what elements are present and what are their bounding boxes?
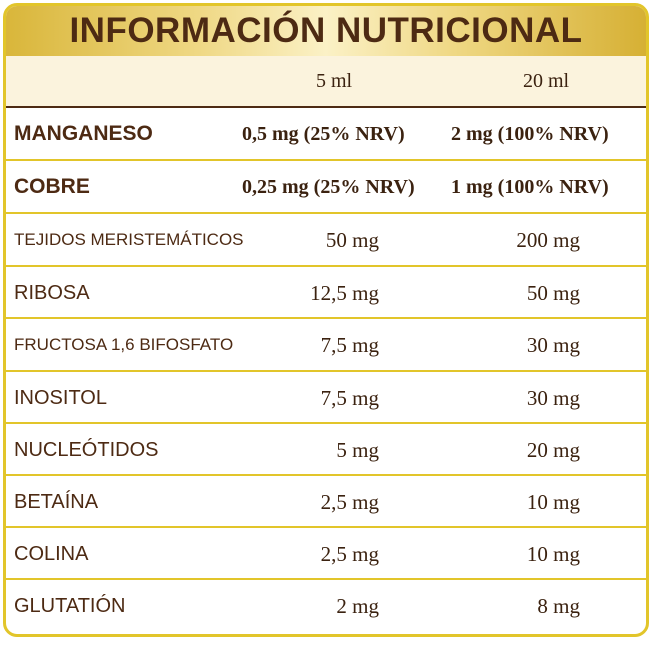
row-name: FRUCTOSA 1,6 BIFOSFATO <box>14 335 234 354</box>
row-divider <box>6 370 646 372</box>
row-value-20ml: 8 mg <box>537 593 580 618</box>
row-value-5ml: 50 mg <box>325 227 379 252</box>
header-divider <box>6 106 646 108</box>
row-value-5ml: 12,5 mg <box>310 280 379 305</box>
row-value-20ml: 30 mg <box>526 332 580 357</box>
table-row: TEJIDOS MERISTEMÁTICOS 50 mg 200 mg <box>6 214 646 266</box>
row-name: GLUTATIÓN <box>14 594 126 617</box>
table-title: INFORMACIÓN NUTRICIONAL <box>69 11 583 50</box>
row-name: RIBOSA <box>14 281 90 304</box>
row-value-20ml: 200 mg <box>516 227 580 252</box>
row-name: INOSITOL <box>14 386 107 409</box>
row-divider <box>6 317 646 319</box>
row-name: COLINA <box>14 542 89 565</box>
table-row: FRUCTOSA 1,6 BIFOSFATO 7,5 mg 30 mg <box>6 319 646 371</box>
title-band <box>6 6 646 56</box>
row-divider <box>6 159 646 161</box>
row-name: MANGANESO <box>14 122 153 145</box>
row-divider <box>6 474 646 476</box>
column-header-band <box>6 56 646 107</box>
table-row: MANGANESO 0,5 mg (25% NRV) 2 mg (100% NR… <box>6 108 646 160</box>
row-value-20ml: 2 mg (100% NRV) <box>451 122 609 145</box>
row-divider <box>6 265 646 267</box>
column-header-5ml: 5 ml <box>315 70 353 92</box>
column-header-20ml: 20 ml <box>522 70 570 92</box>
row-value-5ml: 2,5 mg <box>320 489 379 514</box>
row-name: COBRE <box>14 175 90 198</box>
nutrition-table: INFORMACIÓN NUTRICIONAL 5 ml 20 ml MANGA… <box>3 3 649 637</box>
row-value-20ml: 50 mg <box>526 280 580 305</box>
row-divider <box>6 578 646 580</box>
row-value-20ml: 30 mg <box>526 385 580 410</box>
table-row: NUCLEÓTIDOS 5 mg 20 mg <box>6 424 646 476</box>
row-value-5ml: 5 mg <box>336 437 379 462</box>
row-value-5ml: 7,5 mg <box>320 332 379 357</box>
row-value-20ml: 10 mg <box>526 541 580 566</box>
row-value-20ml: 1 mg (100% NRV) <box>451 175 609 198</box>
table-row: INOSITOL 7,5 mg 30 mg <box>6 372 646 424</box>
table-row: GLUTATIÓN 2 mg 8 mg <box>6 580 646 632</box>
row-value-20ml: 20 mg <box>526 437 580 462</box>
table-row: RIBOSA 12,5 mg 50 mg <box>6 267 646 319</box>
row-value-20ml: 10 mg <box>526 489 580 514</box>
row-value-5ml: 2 mg <box>336 593 379 618</box>
row-divider <box>6 212 646 214</box>
row-value-5ml: 7,5 mg <box>320 385 379 410</box>
row-divider <box>6 422 646 424</box>
row-name: NUCLEÓTIDOS <box>14 438 159 461</box>
row-name: BETAÍNA <box>14 490 99 513</box>
row-value-5ml: 0,25 mg (25% NRV) <box>242 175 415 198</box>
table-row: COLINA 2,5 mg 10 mg <box>6 528 646 580</box>
row-value-5ml: 2,5 mg <box>320 541 379 566</box>
row-name: TEJIDOS MERISTEMÁTICOS <box>14 230 244 249</box>
row-value-5ml: 0,5 mg (25% NRV) <box>242 122 405 145</box>
table-row: BETAÍNA 2,5 mg 10 mg <box>6 476 646 528</box>
row-divider <box>6 526 646 528</box>
table-row: COBRE 0,25 mg (25% NRV) 1 mg (100% NRV) <box>6 161 646 213</box>
